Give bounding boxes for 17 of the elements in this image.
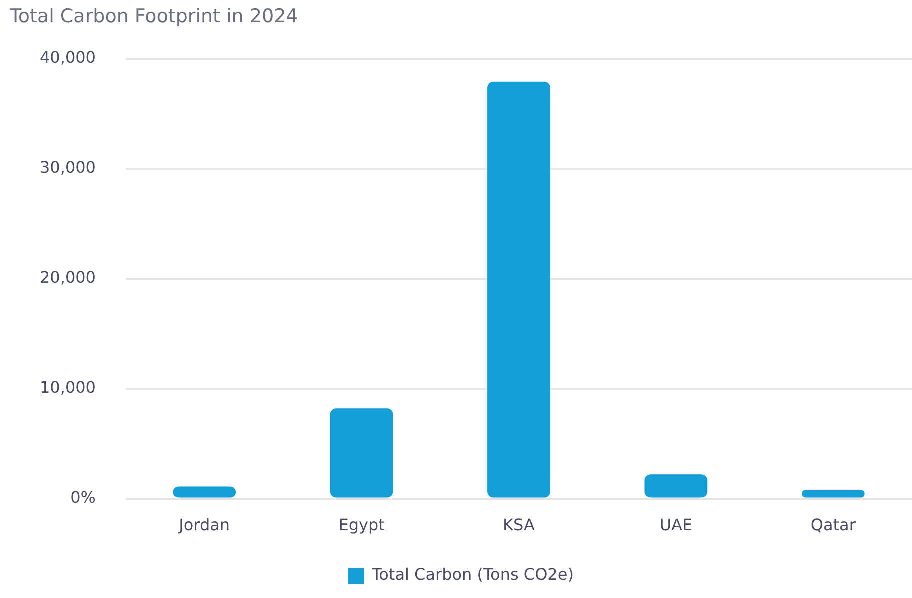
y-tick-label: 30,000: [40, 158, 96, 177]
x-tick-label: Qatar: [810, 516, 856, 535]
x-tick-label: Jordan: [178, 516, 230, 535]
bar: [488, 82, 550, 498]
chart-title: Total Carbon Footprint in 2024: [9, 5, 298, 28]
x-tick-label: KSA: [503, 516, 535, 535]
y-tick-label: 20,000: [40, 268, 96, 287]
x-tick-label: Egypt: [338, 516, 385, 535]
y-tick-label: 40,000: [40, 48, 96, 67]
bar: [802, 490, 865, 498]
y-tick-label: 0%: [70, 488, 96, 507]
legend-label: Total Carbon (Tons CO2e): [371, 565, 574, 584]
x-tick-label: UAE: [660, 516, 693, 535]
y-tick-label: 10,000: [40, 378, 96, 397]
bar: [330, 408, 394, 498]
bar: [644, 474, 708, 498]
bar: [173, 486, 236, 498]
